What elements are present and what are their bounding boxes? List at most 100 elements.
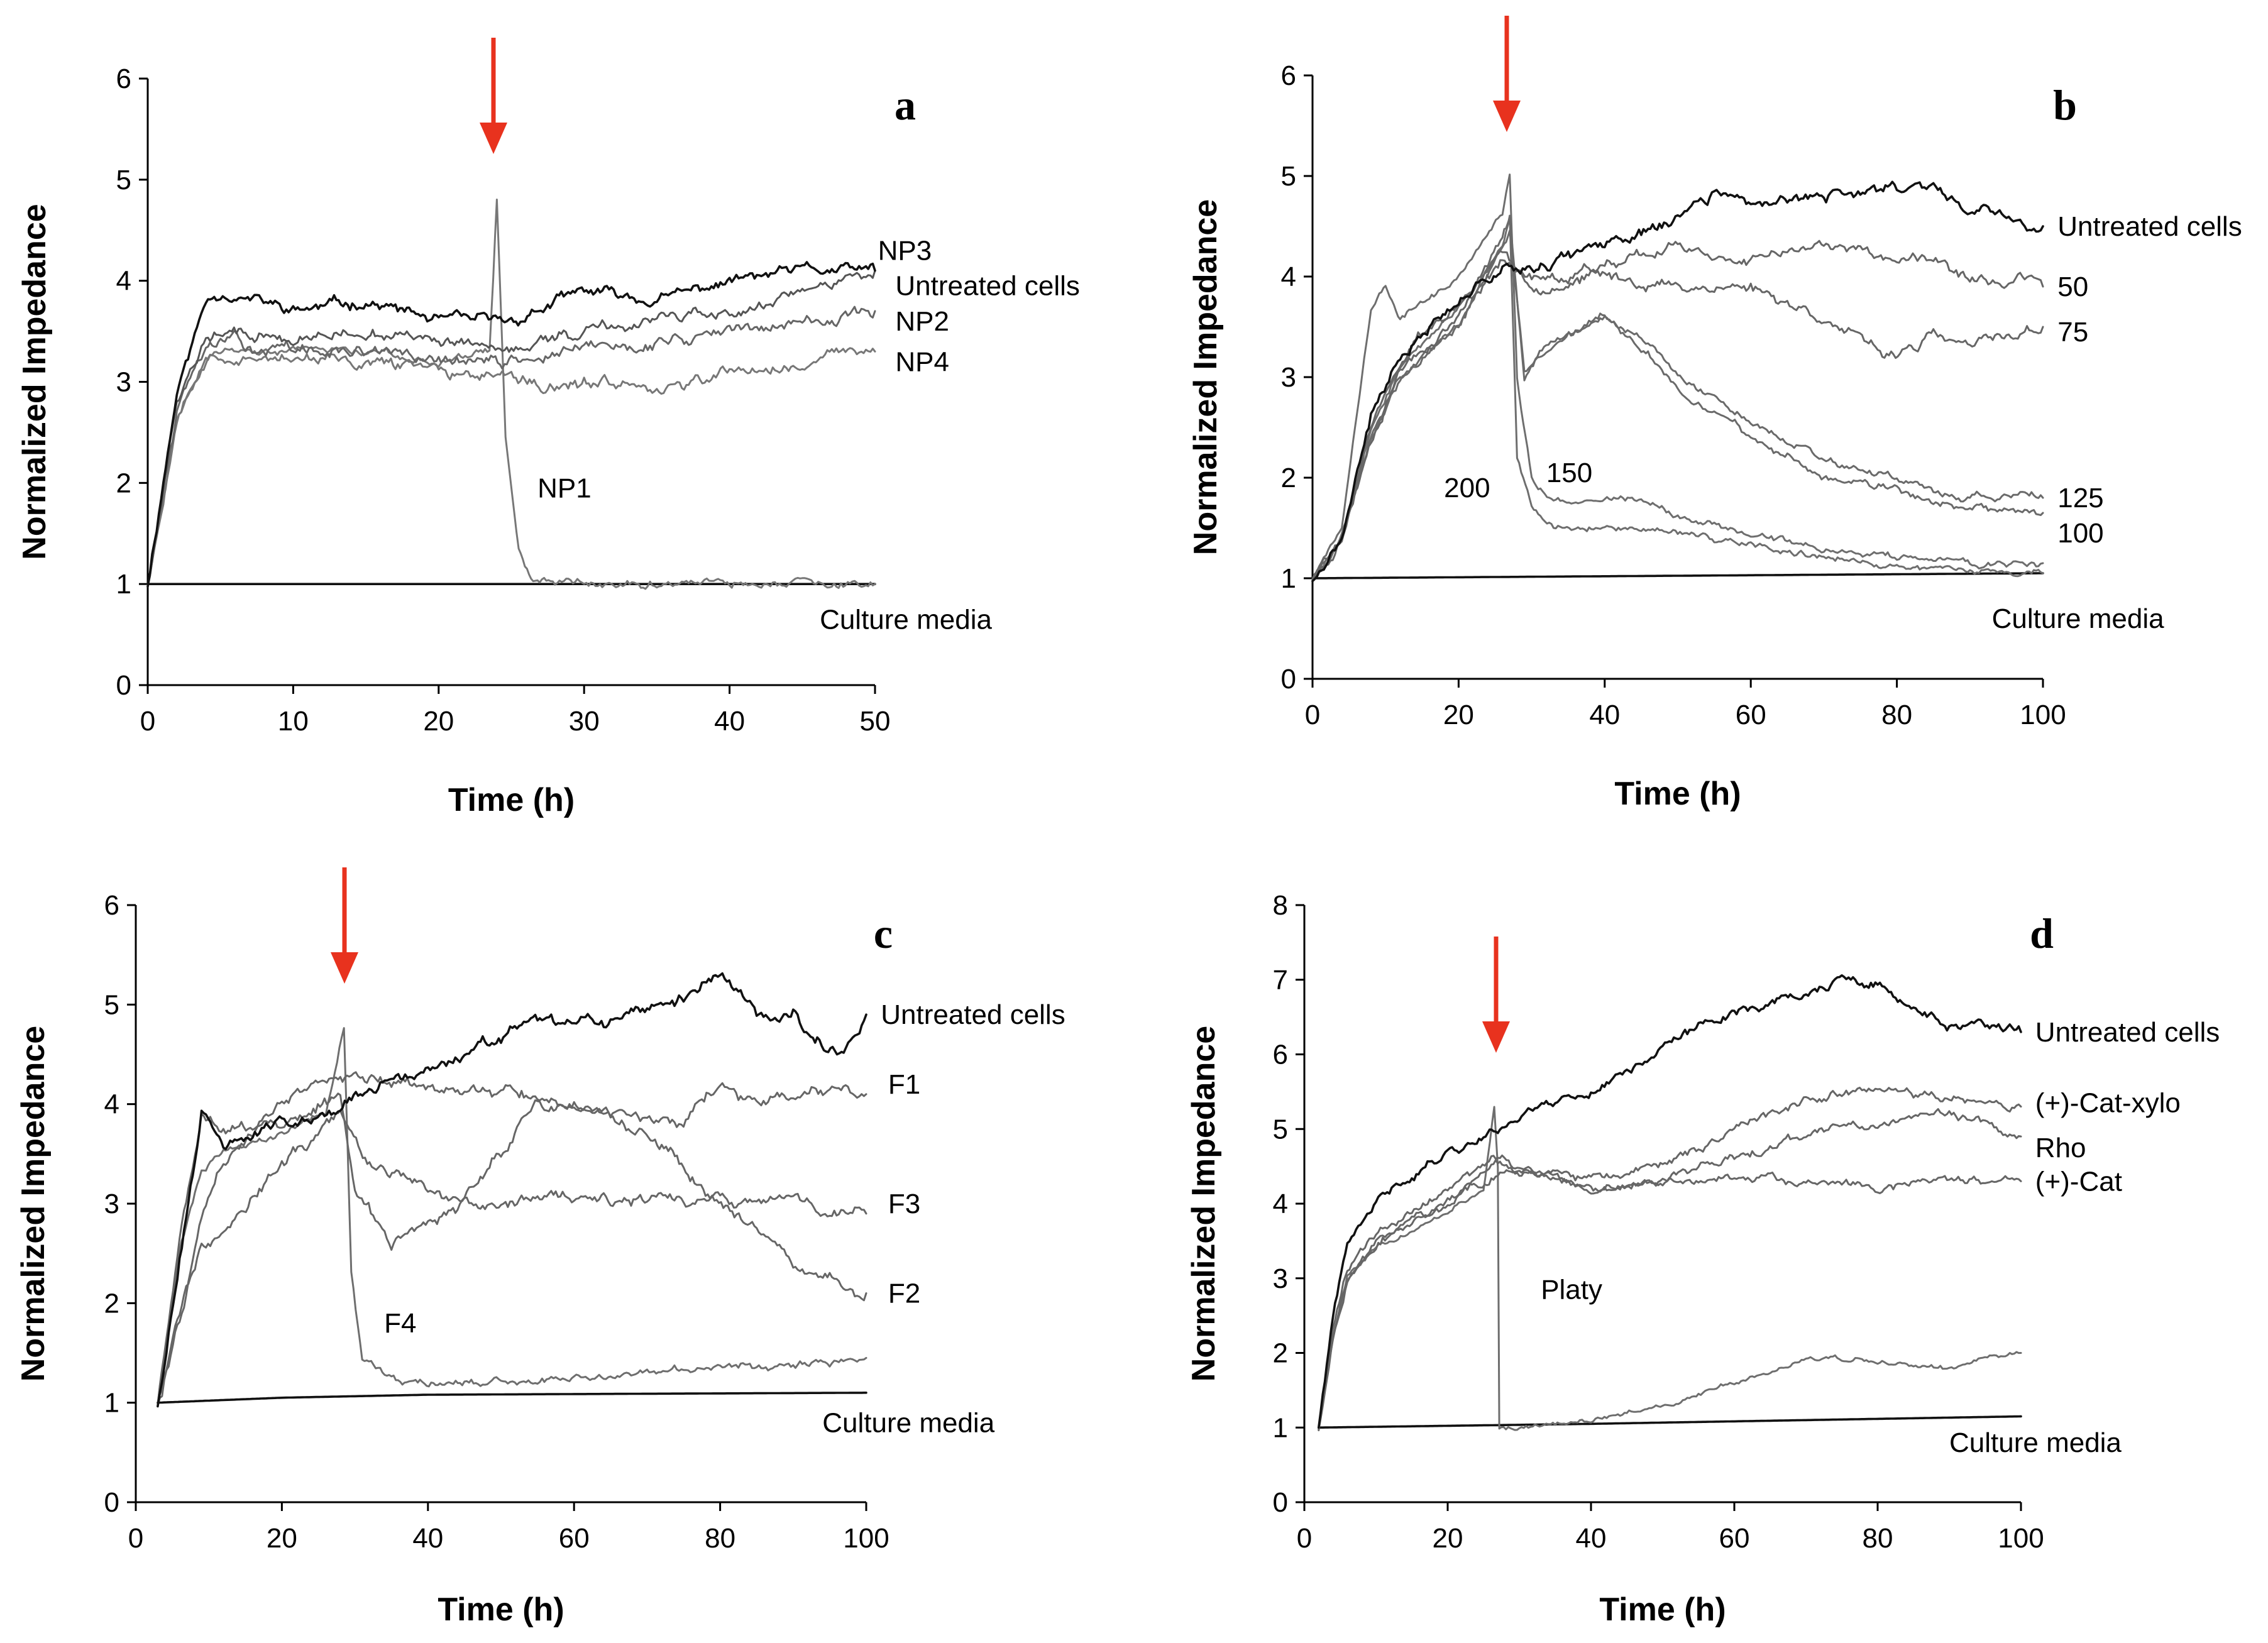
panel-d-letter: d: [2030, 909, 2054, 957]
panel-c-y-tick-label: 2: [104, 1288, 119, 1319]
panel-a-series-label: NP1: [537, 473, 592, 503]
panel-a-x-tick-label: 30: [569, 706, 600, 737]
panel-d-x-tick-label: 80: [1863, 1523, 1893, 1554]
panel-a-treatment-arrow-head: [480, 123, 507, 154]
panel-d-series-label: (+)-Cat: [2035, 1166, 2122, 1197]
panel-d-series-label: Platy: [1541, 1275, 1602, 1305]
panel-a-series-np4: [146, 347, 876, 587]
panel-b-x-tick-label: 60: [1736, 700, 1766, 730]
panel-d-x-axis-title: Time (h): [1599, 1591, 1726, 1628]
panel-b-series-100: [1311, 229, 2044, 581]
panel-a-x-tick-label: 50: [860, 706, 891, 737]
panel-a-y-tick-label: 6: [116, 63, 131, 94]
panel-b-series-label: 100: [2057, 518, 2103, 549]
panel-b-series-label: 125: [2057, 483, 2103, 514]
panel-a-x-tick-label: 10: [278, 706, 309, 737]
panel-c-series-label: F4: [384, 1308, 416, 1339]
panel-d-y-tick-label: 5: [1273, 1114, 1288, 1145]
panel-b-x-tick-label: 0: [1305, 700, 1320, 730]
panel-d-series-label: Culture media: [1949, 1427, 2122, 1458]
panel-d-y-tick-label: 4: [1273, 1189, 1288, 1219]
panel-c-series-f1: [157, 1082, 867, 1407]
panel-c-y-tick-label: 3: [104, 1189, 119, 1219]
panel-b-x-tick-label: 80: [1881, 700, 1912, 730]
panel-d-x-tick-label: 60: [1719, 1523, 1750, 1554]
panel-c-series-label: F1: [888, 1069, 920, 1100]
panel-c-series-label: F2: [888, 1278, 920, 1309]
panel-a-series-label: Culture media: [820, 604, 992, 635]
panel-b-y-tick-label: 1: [1281, 563, 1296, 594]
panel-c-series-f2: [157, 1071, 867, 1407]
panel-a-series-np1: [146, 199, 876, 590]
panel-b-y-tick-label: 4: [1281, 261, 1296, 292]
panel-d-y-tick-label: 6: [1273, 1040, 1288, 1070]
panel-c-x-tick-label: 0: [128, 1523, 143, 1554]
panel-c-x-axis-title: Time (h): [438, 1591, 564, 1628]
panel-b-treatment-arrow-head: [1493, 101, 1521, 132]
panel-c-x-tick-label: 60: [559, 1523, 590, 1554]
panel-d-series-label: (+)-Cat-xylo: [2035, 1088, 2181, 1119]
panel-d-series-untreated-cells: [1318, 974, 2022, 1429]
panel-a-series-label: Untreated cells: [895, 271, 1079, 302]
panel-b-series-culture-media: [1311, 572, 2044, 580]
panel-c-y-tick-label: 4: [104, 1089, 119, 1120]
panel-c-series-label: Culture media: [822, 1407, 994, 1438]
panel-b-x-tick-label: 40: [1589, 700, 1620, 730]
panel-c-y-tick-label: 6: [104, 890, 119, 921]
panel-c-y-tick-label: 5: [104, 989, 119, 1020]
panel-c-series-culture-media: [157, 1392, 867, 1404]
panel-a-y-tick-label: 2: [116, 468, 131, 498]
panel-a-series-untreated-cells: [146, 261, 876, 588]
panel-c-x-tick-label: 20: [267, 1523, 297, 1554]
panel-b-y-tick-label: 3: [1281, 362, 1296, 393]
panel-d-y-tick-label: 2: [1273, 1338, 1288, 1369]
panel-d-series-rho: [1318, 1108, 2022, 1431]
panel-b-y-tick-label: 5: [1281, 161, 1296, 192]
panel-d-series-platy: [1318, 1106, 2022, 1431]
panel-b-series-200: [1311, 214, 2044, 580]
panel-c-y-tick-label: 1: [104, 1388, 119, 1419]
panel-c-series-f4: [157, 1027, 867, 1405]
panel-b-y-tick-label: 0: [1281, 664, 1296, 695]
panel-c-treatment-arrow-head: [331, 952, 358, 984]
panel-c-y-axis-title: Normalized Impedance: [15, 1026, 52, 1382]
panel-d-series-label: Rho: [2035, 1133, 2086, 1163]
panel-b-series-150: [1311, 173, 2044, 580]
panel-d-y-tick-label: 8: [1273, 890, 1288, 921]
panel-c-x-tick-label: 80: [705, 1523, 735, 1554]
panel-d-x-tick-label: 100: [1998, 1523, 2044, 1554]
panel-a: 0 1 2 3 4 5 6 0 10 20 30 40 50 Time (h) Normalized Imp…: [16, 38, 1080, 818]
panel-d-series-cat-xylo: [1318, 1087, 2022, 1432]
panel-a-y-tick-label: 1: [116, 569, 131, 600]
panel-a-x-tick-label: 40: [714, 706, 745, 737]
panel-b-x-axis-title: Time (h): [1614, 776, 1741, 812]
panel-b-series-label: 75: [2057, 317, 2088, 348]
panel-a-series-label: NP4: [895, 346, 949, 377]
panel-c-series-label: Untreated cells: [881, 999, 1065, 1030]
panel-d-x-tick-label: 20: [1433, 1523, 1463, 1554]
panel-c-series-label: F3: [888, 1189, 920, 1219]
panel-b-series-label: Culture media: [1992, 603, 2164, 634]
panel-d-y-tick-label: 0: [1273, 1487, 1288, 1518]
panel-b-y-tick-label: 2: [1281, 463, 1296, 493]
panel-d-y-axis-title: Normalized Impedance: [1186, 1026, 1222, 1382]
panel-c-series-untreated-cells: [157, 972, 867, 1408]
panel-a-letter: a: [895, 81, 916, 129]
panel-a-y-tick-label: 5: [116, 165, 131, 195]
panel-b-series-75: [1311, 259, 2044, 582]
panel-c-letter: c: [874, 909, 893, 957]
panel-a-y-axis-title: Normalized Impedance: [16, 204, 53, 559]
panel-a-x-axis-title: Time (h): [448, 782, 575, 818]
panel-b-series-50: [1311, 239, 2044, 582]
panel-d-x-tick-label: 40: [1576, 1523, 1607, 1554]
panel-a-series-np2: [146, 305, 876, 588]
panel-b-series-label: 200: [1444, 473, 1490, 503]
panel-a-y-tick-label: 3: [116, 367, 131, 398]
panel-a-x-tick-label: 0: [140, 706, 155, 737]
panel-c-series-f3: [157, 1109, 867, 1407]
panel-b-series-125: [1311, 217, 2044, 581]
